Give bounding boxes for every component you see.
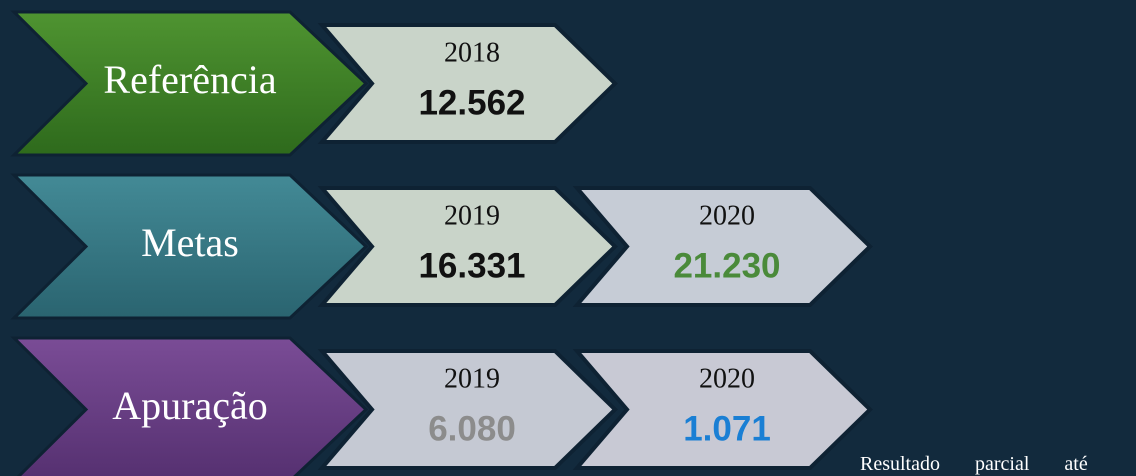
row-label: Metas (141, 220, 239, 265)
label-chevron (10, 10, 369, 157)
value: 12.562 (418, 83, 525, 122)
row-label: Referência (103, 57, 276, 102)
value-chevron (572, 349, 873, 470)
year: 2020 (699, 363, 755, 394)
year: 2018 (444, 37, 500, 68)
label-chevron (10, 173, 369, 320)
value: 16.331 (418, 246, 525, 285)
value-chevron (317, 349, 618, 470)
year: 2020 (699, 200, 755, 231)
label-chevron (10, 336, 369, 476)
note: Resultado parcial até (860, 453, 1088, 475)
value: 21.230 (673, 246, 780, 285)
year: 2019 (444, 200, 500, 231)
value: 1.071 (683, 409, 771, 448)
row-label: Apuração (112, 383, 267, 428)
value-chevron (572, 186, 873, 307)
value-chevron (317, 186, 618, 307)
value: 6.080 (428, 409, 516, 448)
value-chevron (317, 23, 618, 144)
year: 2019 (444, 363, 500, 394)
